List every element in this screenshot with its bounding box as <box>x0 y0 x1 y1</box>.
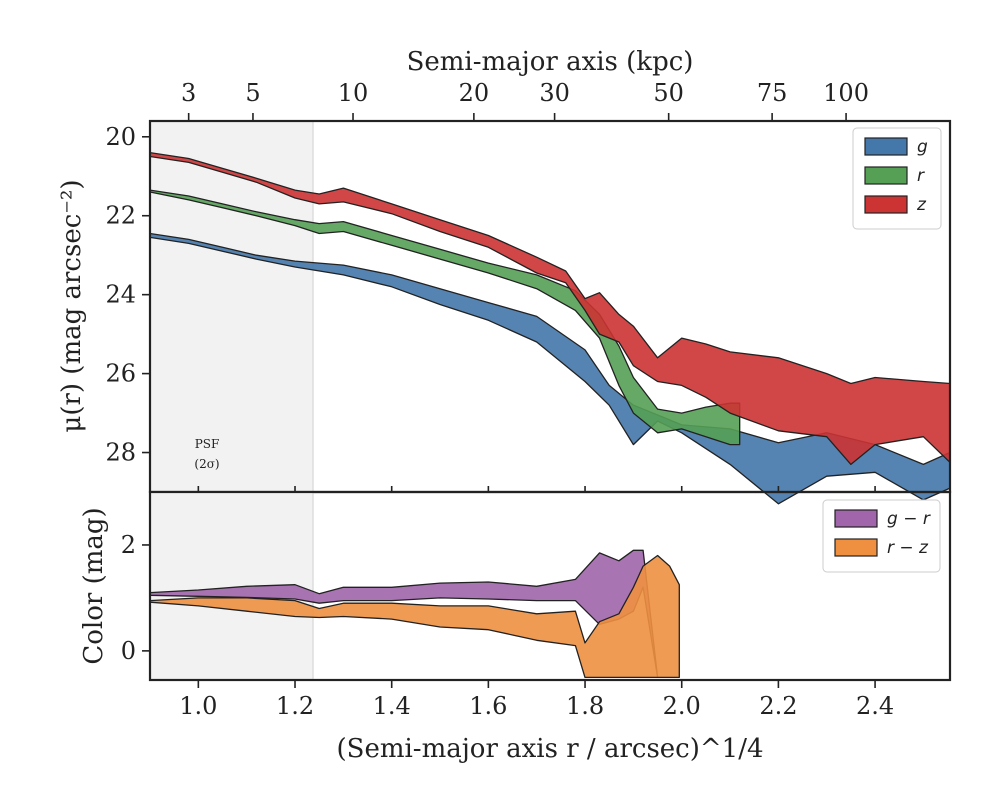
top-x-ticks: 3 5 10 20 30 50 75 100 <box>181 79 876 492</box>
bottom-y-tick-label-2: 2 <box>121 531 136 559</box>
bottom-y-ticks: 02 <box>121 531 150 665</box>
psf-label-line-1: PSF <box>195 437 220 451</box>
top-kpc-tick-label-75: 75 <box>757 79 788 107</box>
bottom-x-tick-label: 2.4 <box>856 692 894 720</box>
top-kpc-tick-label-10: 10 <box>338 79 369 107</box>
psf-label-line-2: (2σ) <box>194 457 219 471</box>
bottom-x-tick-label: 2.2 <box>759 692 797 720</box>
top-legend-label-g: g <box>917 137 928 157</box>
bottom-x-tick-label: 1.0 <box>179 692 217 720</box>
bottom-y-axis-title: Color (mag) <box>79 507 109 664</box>
bottom-band-r-z <box>149 554 680 679</box>
bottom-x-axis-title: (Semi-major axis r / arcsec)^1/4 <box>336 734 763 764</box>
top-legend: grz <box>852 127 942 230</box>
top-kpc-tick-label-5: 5 <box>245 79 260 107</box>
top-kpc-tick-label-50: 50 <box>653 79 684 107</box>
top-band-r <box>149 189 741 446</box>
bottom-legend: g − r r − z <box>822 499 941 573</box>
bottom-y-tick-label-0: 0 <box>121 637 136 665</box>
bottom-x-tick-label: 2.0 <box>663 692 701 720</box>
top-psf-region <box>150 121 313 492</box>
top-x-axis-title: Semi-major axis (kpc) <box>407 47 694 77</box>
top-y-ticks: 20 22 24 26 28 <box>105 123 150 467</box>
top-legend-swatch-z <box>864 195 908 214</box>
top-kpc-tick-label-100: 100 <box>823 79 869 107</box>
bottom-legend-label-r-z: r − z <box>887 538 929 558</box>
top-kpc-tick-label-3: 3 <box>181 79 196 107</box>
top-y-tick-label-28: 28 <box>105 439 136 467</box>
bottom-legend-label-g-r: g − r <box>887 509 931 529</box>
bottom-x-tick-label: 1.2 <box>276 692 314 720</box>
top-legend-label-r: r <box>917 166 925 186</box>
top-y-tick-label-20: 20 <box>105 123 136 151</box>
bottom-x-tick-label: 1.6 <box>469 692 507 720</box>
top-kpc-tick-label-20: 20 <box>459 79 490 107</box>
top-kpc-tick-label-30: 30 <box>539 79 570 107</box>
top-y-tick-label-24: 24 <box>105 281 136 309</box>
bottom-legend-swatch-g-r <box>834 509 878 528</box>
top-y-tick-label-26: 26 <box>105 360 136 388</box>
bottom-legend-swatch-r-z <box>834 538 878 557</box>
top-legend-swatch-r <box>864 166 908 185</box>
top-y-tick-label-22: 22 <box>105 202 136 230</box>
bottom-x-ticks: 1.0 1.2 1.4 1.6 1.8 2.0 2.2 2.4 <box>179 680 894 720</box>
top-legend-label-z: z <box>916 195 927 215</box>
top-legend-swatch-g <box>864 137 908 156</box>
bottom-series-group <box>149 549 680 679</box>
bottom-x-tick-label: 1.8 <box>566 692 604 720</box>
bottom-frame <box>148 490 952 682</box>
bottom-x-tick-label: 1.4 <box>373 692 411 720</box>
bottom-panel: 02 1.0 1.2 1.4 1.6 1.8 2.0 2.2 2.4 g − rr − z (… <box>79 490 952 764</box>
top-y-axis-title: μ(r) (mag arcsec⁻²) <box>57 179 87 432</box>
